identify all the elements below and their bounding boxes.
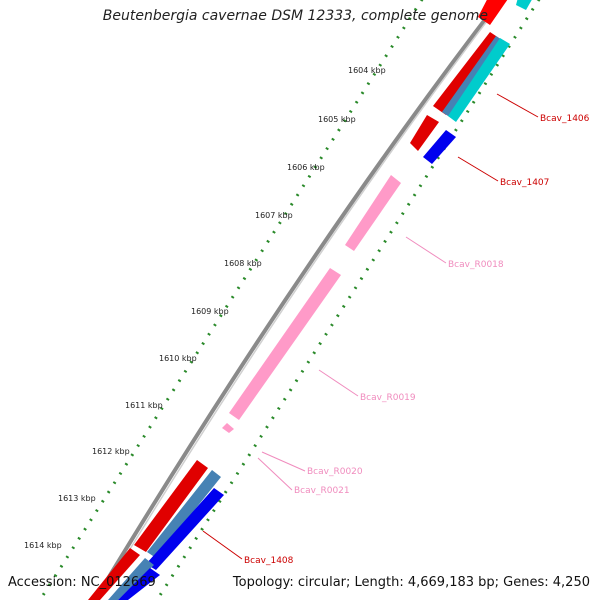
rrna-bar bbox=[229, 268, 341, 420]
outer-tick-track bbox=[155, 0, 541, 601]
rrna-bar bbox=[222, 423, 234, 433]
accession-text: Accession: NC_012669 bbox=[8, 575, 156, 590]
tick-label: 1612 kbp bbox=[92, 447, 130, 456]
leader-line bbox=[202, 530, 243, 560]
tick-label: 1613 kbp bbox=[58, 494, 96, 503]
gene-bar bbox=[448, 38, 510, 122]
tick-label: 1605 kbp bbox=[318, 115, 356, 124]
tick-label: 1607 kbp bbox=[255, 211, 293, 220]
feature-label: Bcav_1406 bbox=[540, 114, 590, 124]
tick-label: 1614 kbp bbox=[24, 541, 62, 550]
leader-line bbox=[405, 236, 447, 264]
genome-title: Beutenbergia cavernae DSM 12333, complet… bbox=[102, 8, 488, 24]
gene-bar bbox=[147, 470, 221, 558]
leader-line bbox=[318, 369, 359, 397]
gene-bar bbox=[410, 115, 439, 151]
gene-bar bbox=[516, 0, 532, 10]
tick-label: 1610 kbp bbox=[159, 354, 197, 363]
leader-line bbox=[261, 451, 306, 472]
feature-label: Bcav_R0018 bbox=[448, 260, 504, 270]
feature-label: Bcav_1408 bbox=[244, 556, 294, 566]
gene-bar bbox=[118, 568, 160, 600]
tick-label: 1611 kbp bbox=[125, 401, 163, 410]
gene-bar bbox=[478, 0, 508, 25]
feature-label: Bcav_R0019 bbox=[360, 393, 416, 403]
leader-line bbox=[457, 156, 499, 182]
gene-bar bbox=[88, 548, 140, 600]
tick-label: 1604 kbp bbox=[348, 66, 386, 75]
feature-label: Bcav_R0021 bbox=[294, 486, 350, 496]
genome-backbone bbox=[93, 0, 502, 602]
leader-line bbox=[496, 93, 539, 118]
feature-label: Bcav_R0020 bbox=[307, 467, 363, 477]
topology-summary: Topology: circular; Length: 4,669,183 bp… bbox=[232, 575, 590, 590]
genome-backbone-highlight bbox=[98, 0, 504, 601]
rrna-bar bbox=[345, 175, 401, 251]
tick-label: 1609 kbp bbox=[191, 307, 229, 316]
gene-bar bbox=[134, 460, 208, 552]
gene-bar bbox=[146, 488, 224, 570]
gene-bar bbox=[423, 130, 456, 164]
feature-label: Bcav_1407 bbox=[500, 178, 549, 188]
leader-line bbox=[257, 457, 293, 491]
tick-label: 1608 kbp bbox=[224, 259, 262, 268]
tick-label: 1606 kbp bbox=[287, 163, 325, 172]
gene-bar bbox=[108, 558, 154, 600]
inner-tick-track bbox=[38, 0, 424, 601]
